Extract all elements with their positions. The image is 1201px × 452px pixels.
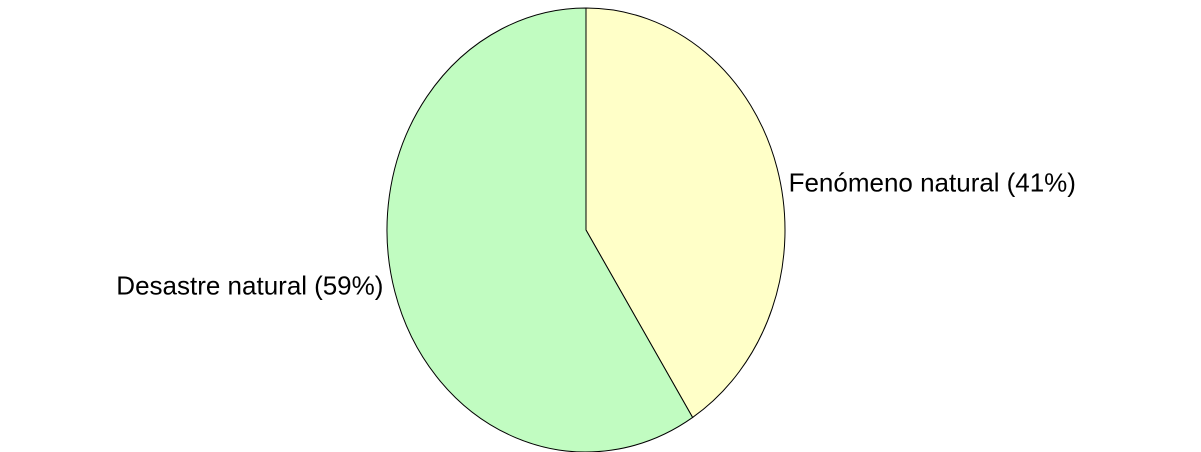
slice-value-label: (59%) (314, 271, 383, 301)
slice-label: Desastre natural (59%) (116, 271, 383, 301)
pie-slice (585, 7, 786, 419)
slice-label: Fenómeno natural (41%) (789, 167, 1076, 197)
slice-category: Fenómeno natural (789, 167, 1000, 197)
slice-value-label: (41%) (1007, 167, 1076, 197)
slice-category: Desastre natural (116, 271, 307, 301)
